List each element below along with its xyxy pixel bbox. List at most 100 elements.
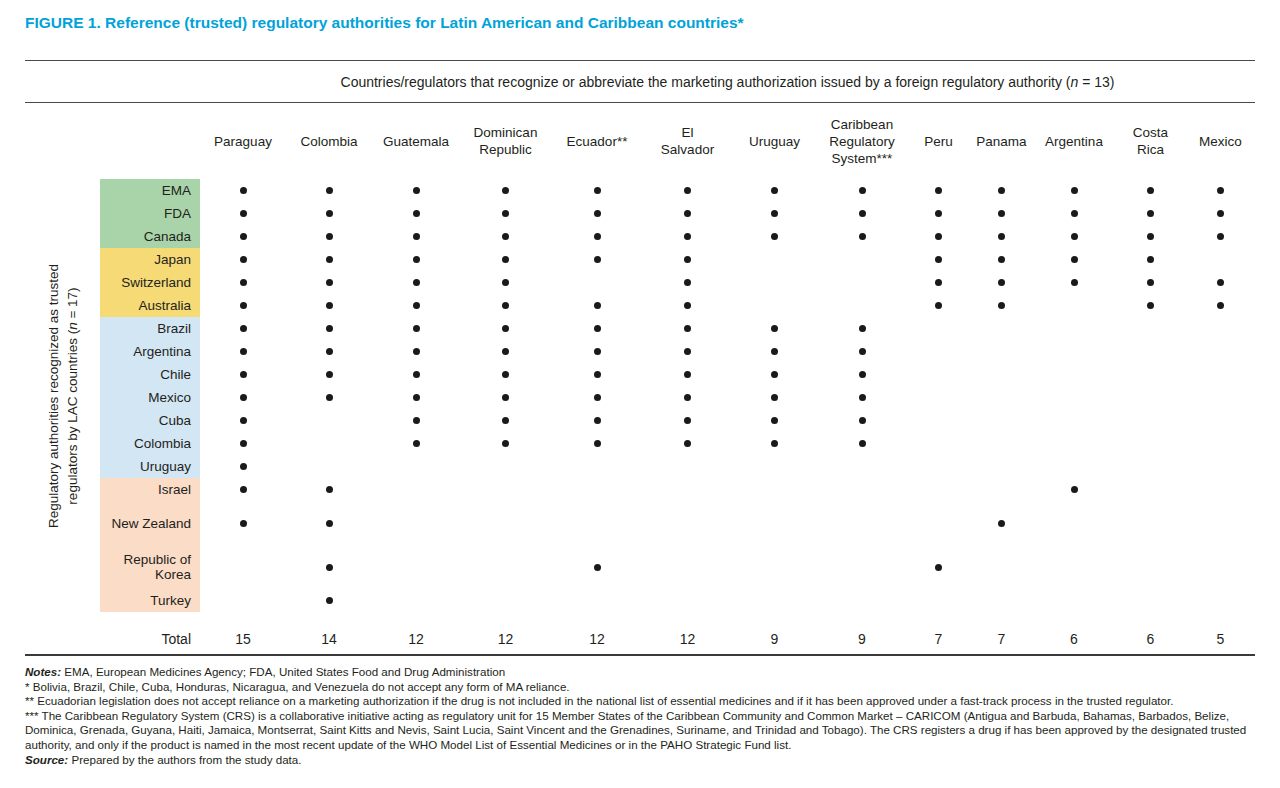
- dot: [1147, 302, 1154, 309]
- matrix-cell: [200, 248, 286, 271]
- matrix-row: Mexico: [100, 386, 1255, 409]
- dot: [859, 417, 866, 424]
- matrix-cell: [1186, 589, 1255, 612]
- matrix-cell: [643, 501, 732, 545]
- matrix-cell: [460, 432, 551, 455]
- matrix-cell: [643, 455, 732, 478]
- matrix-cell: [551, 225, 643, 248]
- matrix-cell: [817, 248, 907, 271]
- dot: [684, 394, 691, 401]
- matrix-cell: [1115, 317, 1186, 340]
- dot: [771, 348, 778, 355]
- matrix-cell: [970, 340, 1033, 363]
- row-axis-title: Regulatory authorities recognized as tru…: [25, 179, 100, 612]
- italic-n: n: [65, 322, 80, 330]
- dot: [594, 302, 601, 309]
- matrix-cell: [200, 294, 286, 317]
- matrix-cell: [732, 202, 817, 225]
- dot: [998, 233, 1005, 240]
- matrix-cell: [1115, 432, 1186, 455]
- matrix-cell: [460, 225, 551, 248]
- total-value: 14: [286, 631, 372, 647]
- matrix-row: Uruguay: [100, 455, 1255, 478]
- figure-notes: Notes: EMA, European Medicines Agency; F…: [25, 665, 1255, 767]
- matrix-cell: [970, 432, 1033, 455]
- dot: [594, 210, 601, 217]
- row-label: Switzerland: [100, 271, 200, 294]
- matrix-row: Brazil: [100, 317, 1255, 340]
- dot: [326, 520, 333, 527]
- dot: [935, 187, 942, 194]
- dot: [998, 302, 1005, 309]
- matrix-cell: [732, 545, 817, 589]
- matrix-cell: [460, 386, 551, 409]
- dot: [502, 325, 509, 332]
- matrix-cell: [817, 202, 907, 225]
- dot: [1217, 210, 1224, 217]
- dot: [935, 279, 942, 286]
- dot: [413, 233, 420, 240]
- matrix-cell: [286, 225, 372, 248]
- dot: [502, 302, 509, 309]
- footnote-1: * Bolivia, Brazil, Chile, Cuba, Honduras…: [25, 680, 1255, 695]
- dot: [684, 325, 691, 332]
- matrix-cell: [817, 501, 907, 545]
- matrix-cell: [372, 294, 460, 317]
- dot: [594, 348, 601, 355]
- footnote-2: ** Ecuadorian legislation does not accep…: [25, 694, 1255, 709]
- dot: [326, 564, 333, 571]
- matrix-cell: [817, 455, 907, 478]
- matrix-cell: [286, 589, 372, 612]
- matrix-cell: [286, 363, 372, 386]
- matrix-cell: [643, 248, 732, 271]
- matrix-cell: [1186, 432, 1255, 455]
- dot: [413, 325, 420, 332]
- column-header: Caribbean Regulatory System***: [817, 103, 907, 179]
- matrix-cell: [970, 478, 1033, 501]
- matrix-cell: [1115, 179, 1186, 202]
- matrix-cell: [970, 179, 1033, 202]
- dot: [859, 348, 866, 355]
- matrix-cell: [372, 386, 460, 409]
- dot: [771, 187, 778, 194]
- matrix-cell: [551, 271, 643, 294]
- matrix-cell: [200, 202, 286, 225]
- matrix-cell: [1115, 202, 1186, 225]
- matrix-cell: [460, 248, 551, 271]
- matrix-row: Republic of Korea: [100, 545, 1255, 589]
- matrix-cell: [907, 386, 970, 409]
- matrix-cell: [200, 317, 286, 340]
- row-label: Australia: [100, 294, 200, 317]
- matrix-cell: [551, 545, 643, 589]
- row-label: Cuba: [100, 409, 200, 432]
- dot: [326, 348, 333, 355]
- total-value: 6: [1033, 631, 1115, 647]
- matrix-row: Argentina: [100, 340, 1255, 363]
- matrix-row: Cuba: [100, 409, 1255, 432]
- matrix-cell: [1115, 478, 1186, 501]
- dot: [1147, 279, 1154, 286]
- figure-title: FIGURE 1. Reference (trusted) regulatory…: [25, 14, 1255, 32]
- matrix-cell: [551, 386, 643, 409]
- matrix-cell: [643, 589, 732, 612]
- dot: [1147, 256, 1154, 263]
- dot: [684, 440, 691, 447]
- matrix-cell: [907, 248, 970, 271]
- column-header: Colombia: [286, 103, 372, 179]
- dot: [998, 520, 1005, 527]
- matrix-cell: [1033, 179, 1115, 202]
- dot: [771, 325, 778, 332]
- dot: [240, 371, 247, 378]
- source-label: Source:: [25, 753, 68, 766]
- matrix-cell: [200, 271, 286, 294]
- dot-matrix: Regulatory authorities recognized as tru…: [100, 103, 1255, 654]
- matrix-cell: [1115, 248, 1186, 271]
- total-value: 7: [907, 631, 970, 647]
- matrix-cell: [907, 432, 970, 455]
- dot: [502, 233, 509, 240]
- dot: [413, 187, 420, 194]
- matrix-cell: [732, 363, 817, 386]
- matrix-cell: [907, 363, 970, 386]
- matrix-cell: [1033, 363, 1115, 386]
- dot: [771, 210, 778, 217]
